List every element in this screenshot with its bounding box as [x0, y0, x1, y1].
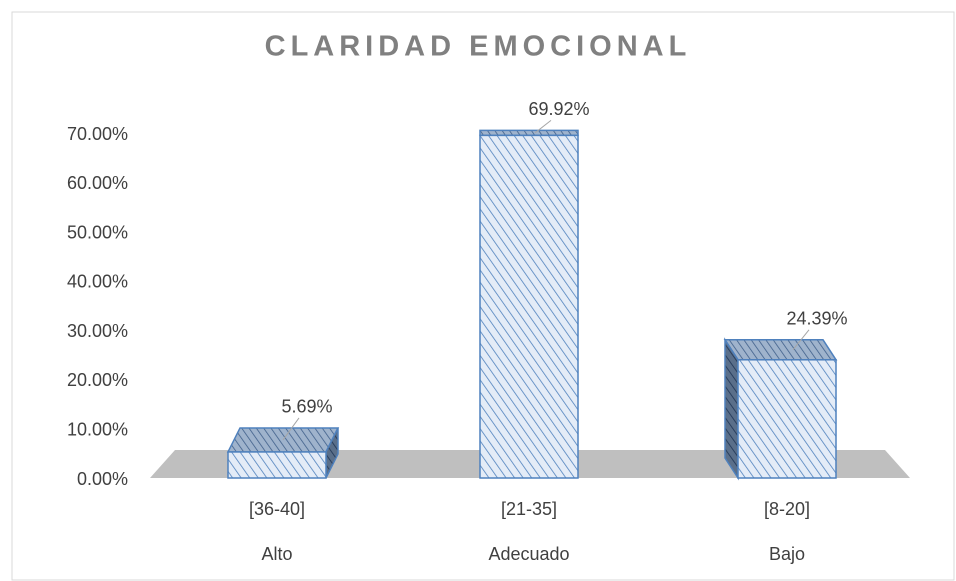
x-tick-sublabel: Bajo: [769, 544, 805, 564]
y-tick-label: 10.00%: [67, 419, 128, 439]
leader-line: [792, 329, 810, 351]
data-label: 24.39%: [786, 309, 847, 329]
bar-top: [723, 339, 838, 361]
y-tick-label: 40.00%: [67, 272, 128, 292]
y-tick-label: 0.00%: [77, 469, 128, 489]
y-tick-label: 20.00%: [67, 370, 128, 390]
bar-side: [724, 337, 739, 481]
x-tick-sublabel: Alto: [261, 544, 292, 564]
x-tick-label: [36-40]: [249, 499, 305, 519]
data-label: 69.92%: [528, 99, 589, 119]
x-tick-label: [21-35]: [501, 499, 557, 519]
y-tick-label: 60.00%: [67, 173, 128, 193]
leader-line: [534, 120, 552, 134]
y-tick-label: 70.00%: [67, 124, 128, 144]
chart-title: CLARIDAD EMOCIONAL: [265, 31, 692, 63]
leader-line: [282, 417, 300, 441]
x-tick-label: [8-20]: [764, 499, 810, 519]
data-label: 5.69%: [281, 397, 332, 417]
bar: [227, 451, 327, 479]
y-tick-label: 50.00%: [67, 222, 128, 242]
y-tick-label: 30.00%: [67, 321, 128, 341]
bar: [737, 359, 837, 479]
x-tick-sublabel: Adecuado: [488, 544, 569, 564]
bar: [479, 134, 579, 479]
